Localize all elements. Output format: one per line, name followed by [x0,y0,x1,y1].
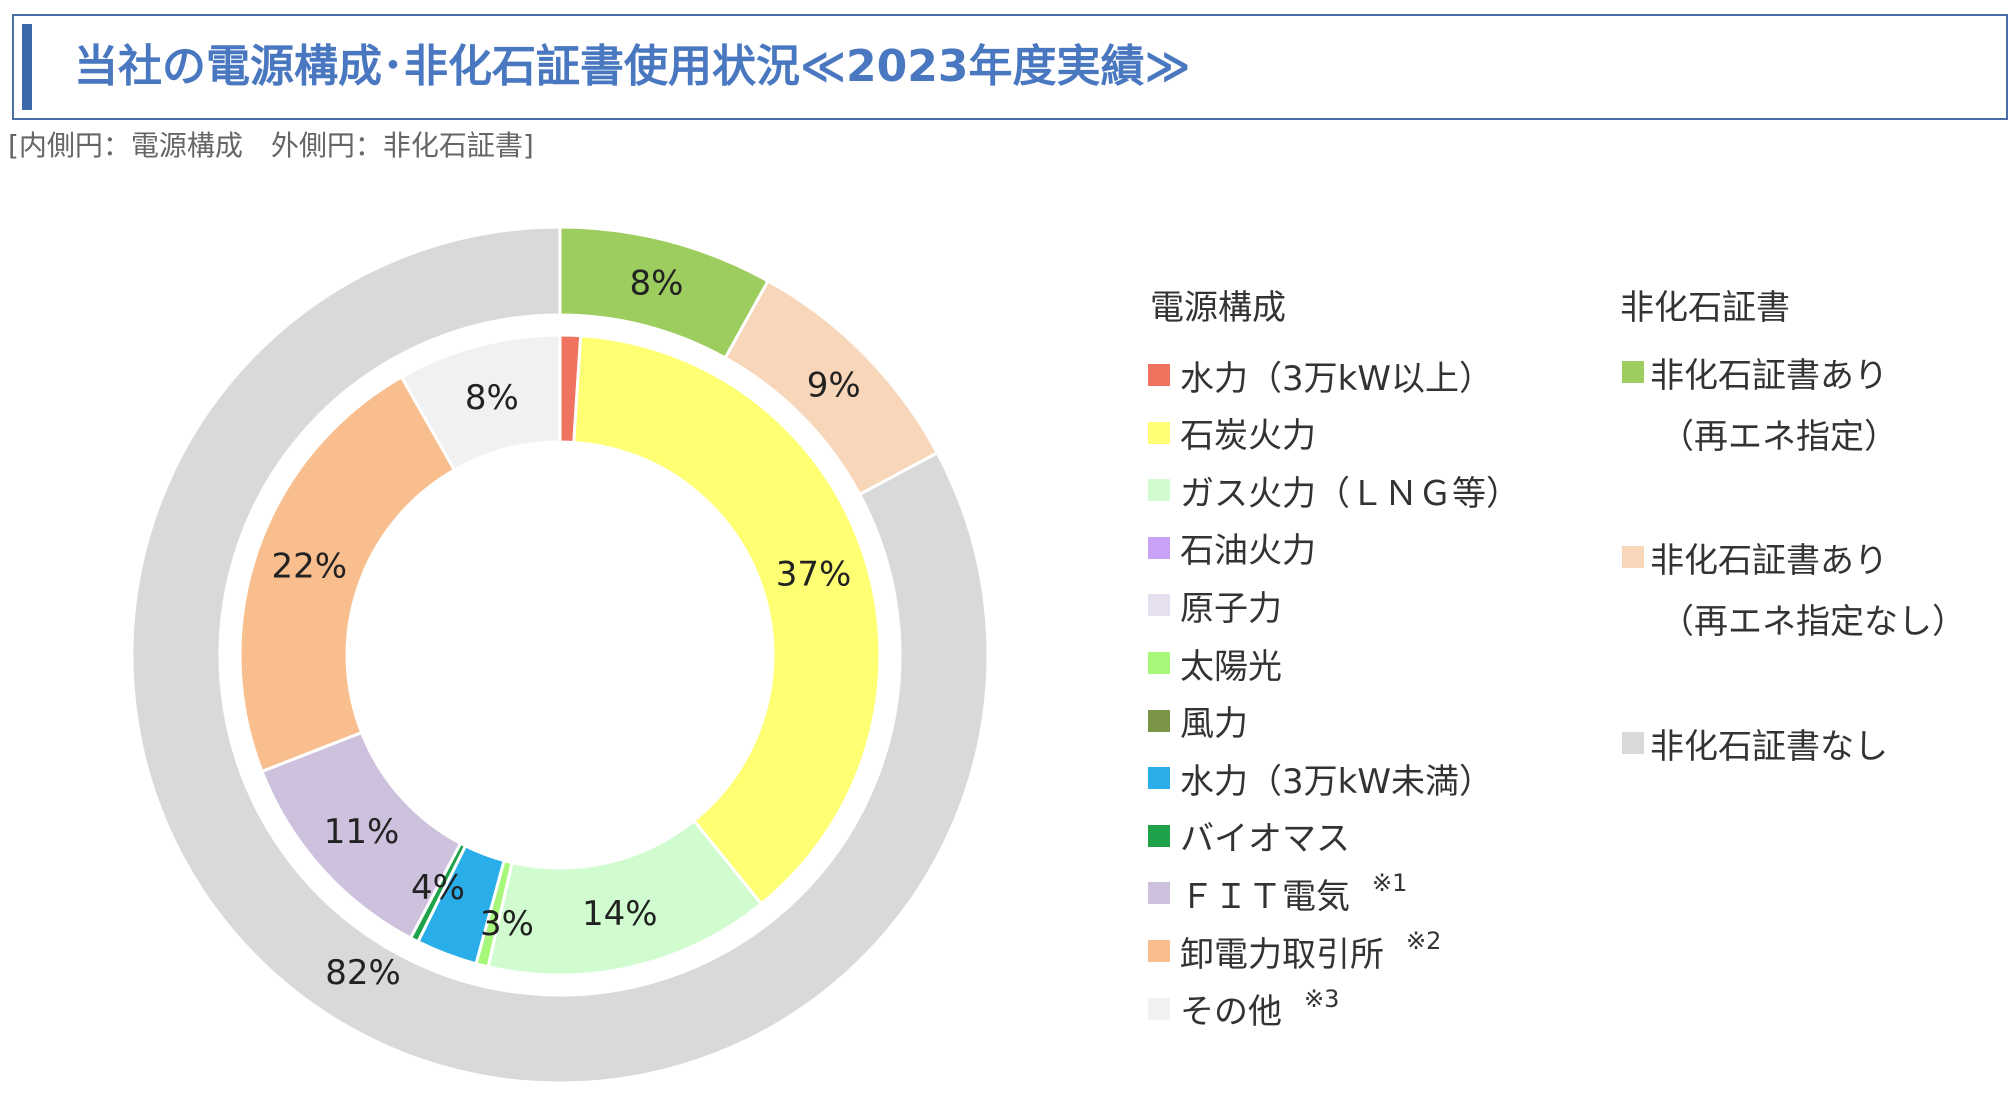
header-box: 当社の電源構成･非化石証書使用状況≪2023年度実績≫ [12,14,2008,120]
legend-swatch-3 [1148,536,1170,559]
legend-label-0: 水力（3万kW以上） [1180,358,1493,399]
legend-label-7: 水力（3万kW未満） [1180,761,1493,802]
legend-swatch-nonfossil-0 [1622,361,1644,383]
legend-item-power-5: 太陽光 [1148,638,1282,688]
inner-slice-11 [399,333,562,473]
legend-label-1: 石炭火力 [1180,416,1316,457]
legend-item-power-4: 原子力 [1148,580,1282,630]
legend-note-9: ※1 [1372,869,1408,898]
inner-label-11: 8% [465,378,519,418]
legend-swatch-7 [1148,767,1170,790]
legend-swatch-nonfossil-2 [1622,732,1644,754]
legend-label-nonfossil-2: 非化石証書なし [1650,726,1888,767]
legend-item-power-6: 風力 [1148,696,1248,746]
legend-item-nonfossil-0: 非化石証書あり [1622,347,1888,397]
outer-label-0: 8% [629,263,683,303]
outer-label-2: 82% [325,953,401,993]
header-accent-bar [22,24,32,110]
legend-label-4: 原子力 [1180,588,1282,629]
legend-item-power-2: ガス火力（ＬＮＧ等） [1148,465,1520,515]
inner-label-7: 4% [411,868,465,908]
legend-item-power-9: ＦＩＴ電気 ※1 [1148,868,1407,918]
legend-label-10: 卸電力取引所 [1180,934,1384,975]
legend-swatch-0 [1148,364,1170,386]
inner-label-10: 22% [271,546,347,586]
outer-label-1: 9% [807,366,861,406]
legend-label-3: 石油火力 [1180,531,1316,572]
legend-label-11: その他 [1180,992,1282,1033]
legend-label-5: 太陽光 [1180,646,1282,687]
legend-item-power-10: 卸電力取引所 ※2 [1148,926,1441,976]
legend-swatch-10 [1148,940,1170,962]
legend-swatch-2 [1148,479,1170,502]
legend-label-nonfossil-1: 非化石証書あり [1650,540,1888,581]
outer-ring-non-fossil [130,225,990,1085]
legend-item-power-11: その他 ※3 [1148,984,1339,1034]
legend-swatch-8 [1148,824,1170,847]
legend-sublabel-nonfossil-1: （再エネ指定なし） [1660,602,1966,642]
inner-label-purple: 3% [480,904,534,944]
legend-swatch-1 [1148,421,1170,444]
legend-item-power-7: 水力（3万kW未満） [1148,753,1493,803]
legend-label-6: 風力 [1180,704,1248,745]
legend-note-10: ※2 [1406,927,1442,955]
legend-title-non-fossil: 非化石証書 [1620,288,1790,328]
legend-swatch-6 [1148,709,1170,732]
legend-item-power-8: バイオマス [1148,811,1350,861]
legend-sublabel-nonfossil-0: （再エネ指定） [1660,417,1898,457]
outer-slice-2 [130,225,990,1085]
legend-title-power-mix: 電源構成 [1150,288,1286,328]
legend-item-power-1: 石炭火力 [1148,408,1316,458]
inner-label-1: 37% [776,554,852,594]
legend-swatch-4 [1148,594,1170,617]
legend-label-nonfossil-0: 非化石証書あり [1650,355,1888,396]
chart-subtitle: [内側円：電源構成 外側円：非化石証書] [8,129,534,162]
legend-swatch-5 [1148,652,1170,674]
legend-swatch-11 [1148,997,1170,1020]
legend-label-8: バイオマス [1180,819,1350,860]
legend-item-power-0: 水力（3万kW以上） [1148,350,1493,400]
slice-labels: 8% 9% 82% 37% 14% 4% 11% 22% 8% 3% [271,263,860,993]
legend-item-nonfossil-1: 非化石証書あり [1622,532,1888,582]
legend-label-2: ガス火力（ＬＮＧ等） [1180,473,1520,514]
legend-swatch-9 [1148,882,1170,905]
legend-swatch-nonfossil-1 [1622,546,1644,568]
page-title: 当社の電源構成･非化石証書使用状況≪2023年度実績≫ [74,41,1191,92]
inner-slice-10 [238,374,457,774]
legend-item-power-3: 石油火力 [1148,523,1316,573]
legend-note-11: ※3 [1304,984,1340,1013]
inner-label-2: 14% [582,894,658,934]
inner-label-9: 11% [324,812,400,852]
legend-label-9: ＦＩＴ電気 [1180,876,1350,917]
inner-ring-power-mix [238,333,882,977]
legend-item-nonfossil-2: 非化石証書なし [1622,718,1888,768]
inner-slice-1 [572,334,882,906]
